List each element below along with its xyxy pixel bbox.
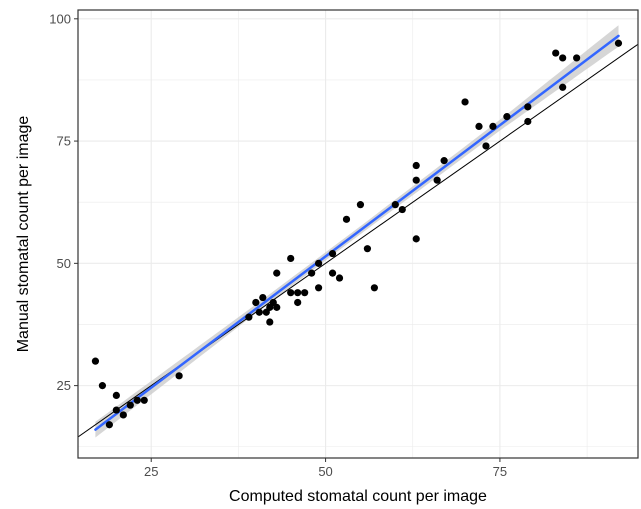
data-point xyxy=(524,117,532,126)
data-point xyxy=(119,411,127,419)
data-point xyxy=(559,54,567,62)
data-point xyxy=(461,98,469,106)
x-tick-label: 50 xyxy=(318,464,332,479)
data-point xyxy=(370,284,378,292)
data-point xyxy=(175,372,183,380)
plot-panel-border xyxy=(77,9,639,459)
data-point xyxy=(482,142,490,150)
x-tick-label: 25 xyxy=(144,464,158,479)
y-axis: 25 50 75 100 xyxy=(49,11,78,393)
data-point xyxy=(503,113,511,121)
y-tick-label: 25 xyxy=(57,378,71,393)
x-axis: 25 50 75 xyxy=(144,458,507,479)
data-point xyxy=(140,396,148,404)
data-point xyxy=(266,318,274,326)
data-point xyxy=(391,201,399,209)
data-point xyxy=(273,269,281,277)
data-point xyxy=(294,289,302,297)
data-point xyxy=(398,205,406,214)
data-point xyxy=(259,293,267,302)
data-point xyxy=(273,303,281,311)
data-point xyxy=(559,83,567,91)
data-point xyxy=(433,176,441,184)
x-axis-title: Computed stomatal count per image xyxy=(229,488,487,505)
y-tick-label: 100 xyxy=(49,11,71,26)
data-point xyxy=(126,401,134,409)
data-point xyxy=(98,382,107,390)
data-point xyxy=(573,54,581,62)
data-point xyxy=(524,103,532,111)
data-point xyxy=(356,201,365,209)
data-point xyxy=(314,284,323,292)
data-point xyxy=(112,391,120,399)
data-point xyxy=(245,313,253,321)
data-point xyxy=(287,289,295,297)
y-tick-label: 50 xyxy=(57,256,71,271)
data-point xyxy=(328,269,337,277)
y-tick-label: 75 xyxy=(57,134,71,149)
data-point xyxy=(342,215,351,223)
data-point xyxy=(252,298,260,307)
major-gridlines xyxy=(78,10,638,458)
data-point xyxy=(328,249,337,258)
data-point xyxy=(412,235,420,243)
data-point xyxy=(287,254,295,263)
data-point xyxy=(412,176,420,184)
data-points xyxy=(91,39,623,429)
data-point xyxy=(552,49,560,57)
data-point xyxy=(294,298,302,307)
data-point xyxy=(301,289,309,297)
data-point xyxy=(112,406,120,414)
data-point xyxy=(440,157,448,165)
data-point xyxy=(363,245,372,253)
data-point xyxy=(335,274,344,282)
y-axis-title: Manual stomatal count per image xyxy=(15,116,32,353)
data-point xyxy=(255,308,263,316)
data-point xyxy=(105,421,113,429)
data-point xyxy=(489,122,497,131)
data-point xyxy=(614,39,623,47)
regression-line xyxy=(94,34,620,431)
data-point xyxy=(314,259,323,267)
data-point xyxy=(308,269,316,277)
data-point xyxy=(475,122,483,131)
data-point xyxy=(91,357,100,365)
data-point xyxy=(133,396,141,404)
data-point xyxy=(412,161,420,170)
x-tick-label: 75 xyxy=(493,464,507,479)
